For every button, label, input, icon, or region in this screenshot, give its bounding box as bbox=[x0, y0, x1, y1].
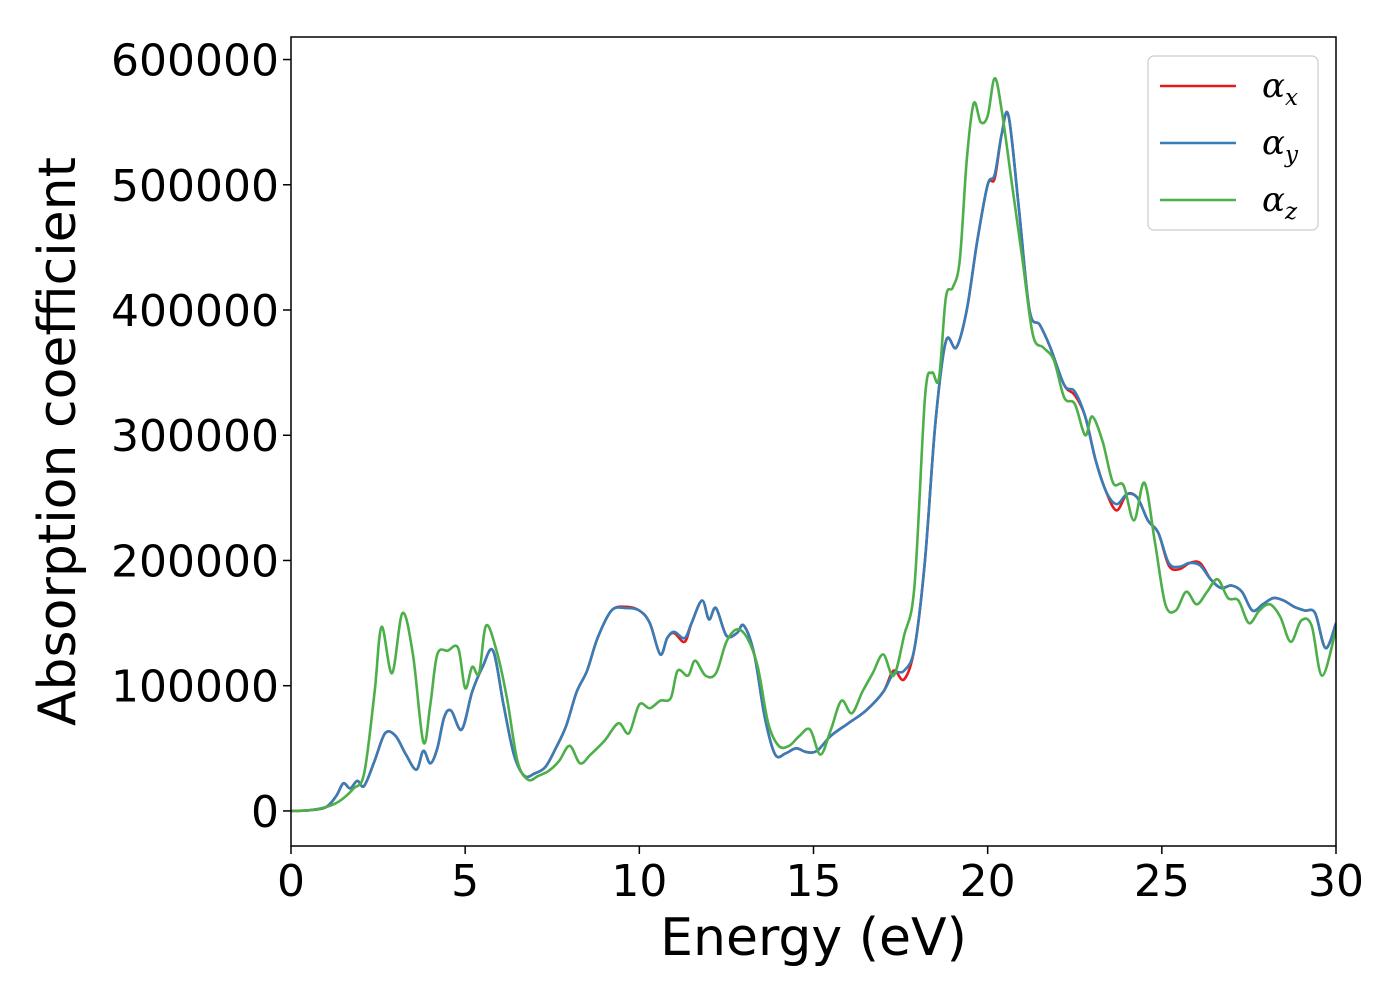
y-tick-label: 0 bbox=[251, 787, 279, 838]
series-line-alpha-y bbox=[291, 110, 1336, 813]
y-tick-label: 400000 bbox=[111, 286, 279, 337]
x-tick-label: 30 bbox=[1308, 856, 1364, 907]
y-tick-label: 100000 bbox=[111, 662, 279, 713]
y-axis: 0 100000 200000 300000 400000 500000 600000 bbox=[111, 36, 291, 838]
y-tick-label: 600000 bbox=[111, 36, 279, 87]
y-tick-label: 200000 bbox=[111, 536, 279, 587]
x-axis: 0 5 10 15 20 25 30 bbox=[277, 846, 1364, 907]
y-tick-label: 300000 bbox=[111, 411, 279, 462]
y-axis-label: Absorption coefficient bbox=[28, 157, 88, 726]
x-tick-label: 5 bbox=[451, 856, 479, 907]
x-tick-label: 20 bbox=[960, 856, 1016, 907]
x-tick-label: 10 bbox=[611, 856, 667, 907]
x-tick-label: 0 bbox=[277, 856, 305, 907]
x-tick-label: 15 bbox=[786, 856, 842, 907]
legend-entry: αz bbox=[1262, 180, 1298, 225]
y-tick-label: 500000 bbox=[111, 161, 279, 212]
x-tick-label: 25 bbox=[1134, 856, 1190, 907]
series-layer bbox=[291, 77, 1336, 813]
x-axis-label: Energy (eV) bbox=[660, 908, 967, 968]
series-line-alpha-z bbox=[291, 77, 1336, 813]
